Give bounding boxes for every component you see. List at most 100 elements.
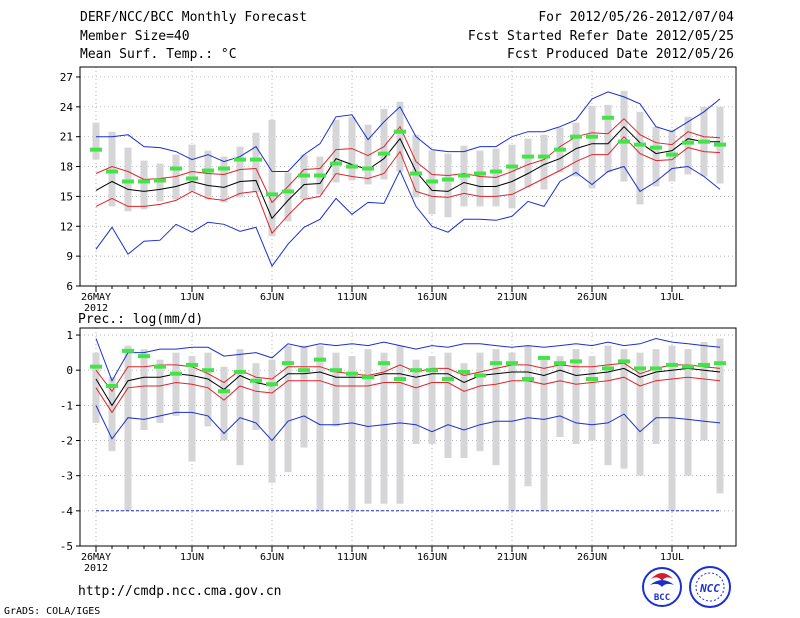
spread-box xyxy=(572,349,580,445)
spread-box xyxy=(140,349,148,430)
spread-box xyxy=(412,359,420,445)
spread-box xyxy=(268,119,276,237)
y-tick-label: -1 xyxy=(60,399,73,412)
spread-box xyxy=(332,352,340,427)
marker-point xyxy=(186,362,198,367)
precipitation-panel: -5 -4 -3 -2 -1 0 1 26MAY 1JUN 6JUN 11JUN 16JUN 21JUN… xyxy=(60,327,737,574)
marker-point xyxy=(666,152,678,157)
marker-point xyxy=(698,362,710,367)
marker-point xyxy=(618,139,630,144)
spread-box xyxy=(92,352,100,423)
spread-box xyxy=(172,352,180,416)
marker-point xyxy=(154,364,166,369)
marker-point xyxy=(474,373,486,378)
spread-box xyxy=(204,150,212,200)
spread-box xyxy=(332,119,340,183)
marker-point xyxy=(90,364,102,369)
x-tick-label: 6JUN xyxy=(260,552,284,563)
spread-box xyxy=(220,366,228,441)
y-tick-label: 12 xyxy=(60,220,73,233)
x-tick-label: 26JUN xyxy=(577,292,607,303)
x-tick-label: 1JUL xyxy=(660,552,684,563)
spread-box xyxy=(380,352,388,504)
spread-box xyxy=(508,352,516,511)
marker-point xyxy=(474,171,486,176)
marker-point xyxy=(522,376,534,381)
forecast-start-date: Fcst Started Refer Date 2012/05/25 xyxy=(467,29,734,44)
spread-box xyxy=(108,131,116,207)
x-tick-label: 1JUL xyxy=(660,292,684,303)
spread-box xyxy=(268,359,276,483)
marker-point xyxy=(138,179,150,184)
marker-point xyxy=(682,364,694,369)
marker-point xyxy=(586,376,598,381)
y-tick-label: 27 xyxy=(60,71,73,84)
marker-point xyxy=(250,157,262,162)
bcc-logo-text: BCC xyxy=(654,593,670,603)
spread-box xyxy=(684,116,692,175)
spread-box xyxy=(540,356,548,511)
series-mean-std xyxy=(95,362,721,393)
series-ensemble-mean xyxy=(95,125,720,220)
spread-box xyxy=(524,345,532,487)
source-url[interactable]: http://cmdp.ncc.cma.gov.cn xyxy=(78,584,282,599)
marker-point xyxy=(186,176,198,181)
series-mean-std xyxy=(95,135,721,235)
spread-box xyxy=(668,345,676,511)
marker-point xyxy=(218,166,230,171)
marker-point xyxy=(266,382,278,387)
marker-point xyxy=(362,166,374,171)
spread-box xyxy=(412,134,420,198)
marker-point xyxy=(394,376,406,381)
marker-point xyxy=(218,389,230,394)
spread-box xyxy=(236,146,244,198)
marker-point xyxy=(442,177,454,182)
ncc-logo-text: NCC xyxy=(699,582,720,595)
marker-point xyxy=(458,369,470,374)
marker-point xyxy=(634,366,646,371)
marker-point xyxy=(330,368,342,373)
marker-point xyxy=(714,361,726,366)
marker-point xyxy=(538,154,550,159)
marker-point xyxy=(410,368,422,373)
y-tick-label: 15 xyxy=(60,190,73,203)
spread-box xyxy=(460,363,468,459)
spread-box xyxy=(652,126,660,187)
marker-point xyxy=(634,142,646,147)
series-ensemble-max xyxy=(96,91,721,172)
marker-point xyxy=(106,169,118,174)
marker-point xyxy=(682,140,694,145)
spread-box xyxy=(572,122,580,177)
variable-label: Mean Surf. Temp.: °C xyxy=(80,47,237,62)
marker-point xyxy=(202,368,214,373)
marker-point xyxy=(570,134,582,139)
marker-point xyxy=(522,154,534,159)
spread-box xyxy=(428,356,436,445)
x-tick-label: 16JUN xyxy=(417,292,447,303)
marker-point xyxy=(170,166,182,171)
series-ensemble-mean xyxy=(95,367,721,407)
x-tick-label: 1JUN xyxy=(180,552,204,563)
x-tick-label: 21JUN xyxy=(497,292,527,303)
x-tick-label: 11JUN xyxy=(337,552,367,563)
y-tick-label: -3 xyxy=(60,470,73,483)
spread-box xyxy=(188,356,196,462)
marker-point xyxy=(266,192,278,197)
marker-point xyxy=(234,369,246,374)
x-tick-label: 26JUN xyxy=(577,552,607,563)
marker-point xyxy=(330,161,342,166)
marker-point xyxy=(346,164,358,169)
forecast-period: For 2012/05/26-2012/07/04 xyxy=(538,10,734,25)
spread-box xyxy=(636,111,644,205)
y-tick-label: -2 xyxy=(60,435,73,448)
spread-box xyxy=(444,352,452,459)
precip-panel-title: Prec.: log(mm/d) xyxy=(78,312,203,327)
marker-point xyxy=(650,366,662,371)
spread-box xyxy=(540,134,548,190)
spread-box xyxy=(140,160,148,210)
x-tick-label: 6JUN xyxy=(260,292,284,303)
spread-box xyxy=(508,144,516,209)
spread-box xyxy=(92,122,100,160)
marker-point xyxy=(650,145,662,150)
spread-box xyxy=(476,150,484,207)
